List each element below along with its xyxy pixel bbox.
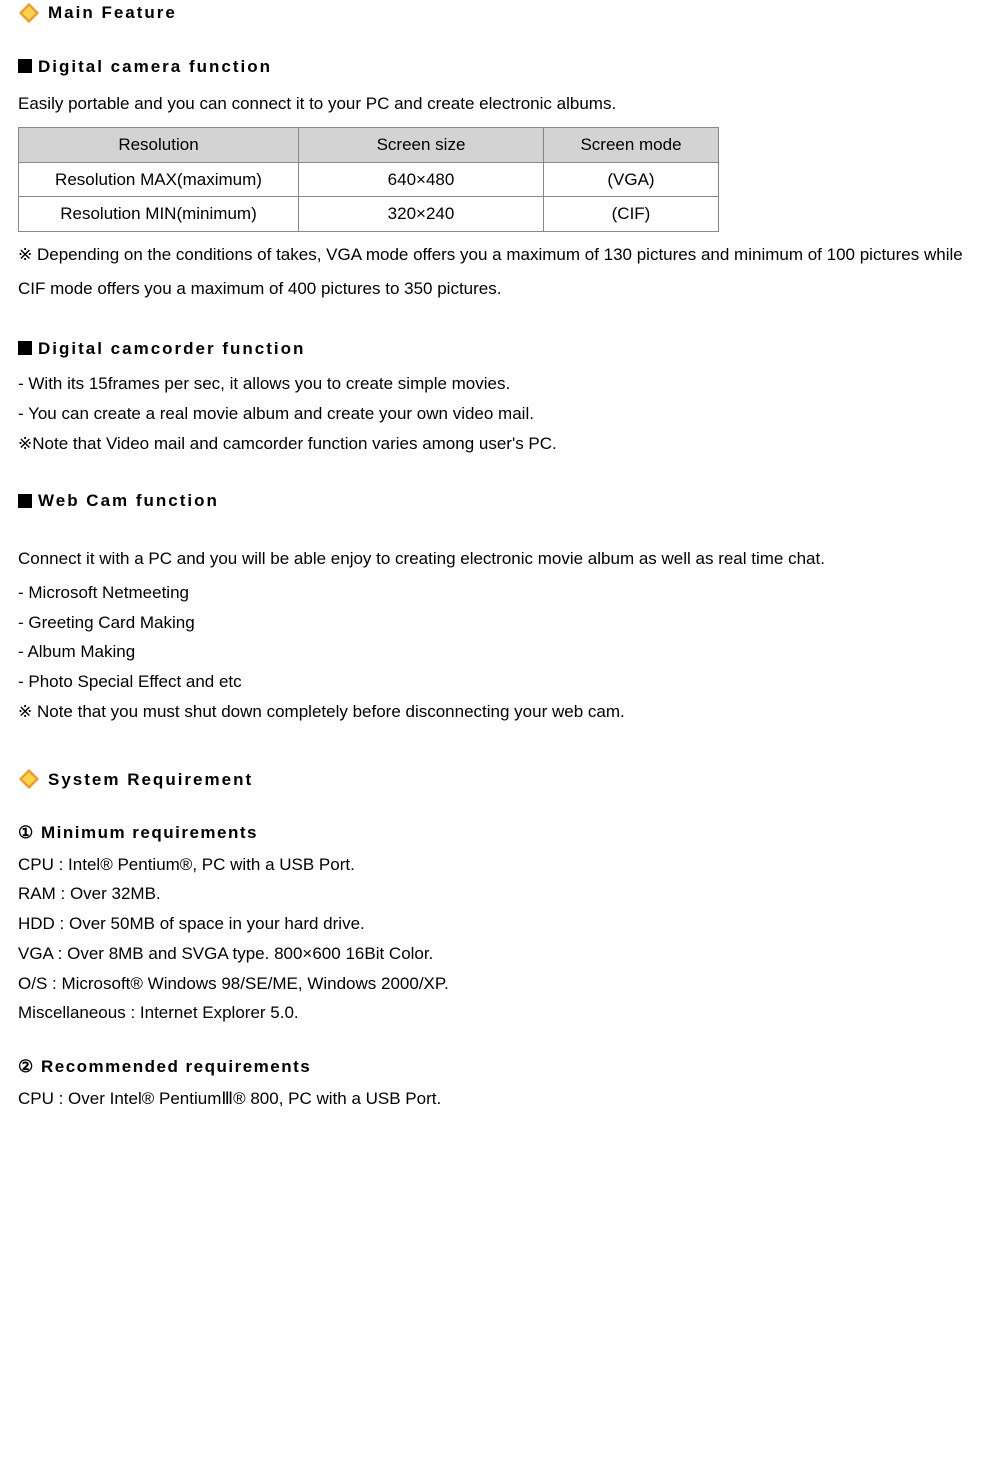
td-size: 640×480	[299, 162, 544, 197]
th-mode: Screen mode	[544, 128, 719, 163]
td-resolution: Resolution MIN(minimum)	[19, 197, 299, 232]
min-hdd: HDD : Over 50MB of space in your hard dr…	[18, 909, 990, 939]
th-size: Screen size	[299, 128, 544, 163]
digital-camera-note: ※ Depending on the conditions of takes, …	[18, 238, 990, 306]
min-vga: VGA : Over 8MB and SVGA type. 800×600 16…	[18, 939, 990, 969]
th-resolution: Resolution	[19, 128, 299, 163]
digital-camera-intro: Easily portable and you can connect it t…	[18, 87, 990, 121]
digital-camera-heading-text: Digital camera function	[38, 57, 272, 76]
min-misc: Miscellaneous : Internet Explorer 5.0.	[18, 998, 990, 1028]
min-cpu: CPU : Intel® Pentium®, PC with a USB Por…	[18, 850, 990, 880]
camcorder-line2: - You can create a real movie album and …	[18, 399, 990, 429]
table-header-row: Resolution Screen size Screen mode	[19, 128, 719, 163]
table-row: Resolution MAX(maximum) 640×480 (VGA)	[19, 162, 719, 197]
diamond-bullet-icon	[18, 2, 40, 24]
webcam-line2: - Greeting Card Making	[18, 608, 990, 638]
webcam-intro: Connect it with a PC and you will be abl…	[18, 542, 990, 576]
digital-camera-heading: Digital camera function	[18, 54, 990, 80]
webcam-heading: Web Cam function	[18, 488, 990, 514]
webcam-heading-text: Web Cam function	[38, 491, 219, 510]
camcorder-line1: - With its 15frames per sec, it allows y…	[18, 369, 990, 399]
td-mode: (VGA)	[544, 162, 719, 197]
min-os: O/S : Microsoft® Windows 98/SE/ME, Windo…	[18, 969, 990, 999]
table-row: Resolution MIN(minimum) 320×240 (CIF)	[19, 197, 719, 232]
webcam-line4: - Photo Special Effect and etc	[18, 667, 990, 697]
webcam-line1: - Microsoft Netmeeting	[18, 578, 990, 608]
min-ram: RAM : Over 32MB.	[18, 879, 990, 909]
camcorder-heading-text: Digital camcorder function	[38, 339, 305, 358]
main-feature-title: Main Feature	[48, 0, 177, 26]
camcorder-note: ※Note that Video mail and camcorder func…	[18, 429, 990, 459]
system-requirement-header: System Requirement	[18, 767, 990, 793]
system-requirement-title: System Requirement	[48, 767, 253, 793]
square-bullet-icon	[18, 494, 32, 508]
rec-cpu: CPU : Over Intel® PentiumⅢ® 800, PC with…	[18, 1084, 990, 1114]
td-resolution: Resolution MAX(maximum)	[19, 162, 299, 197]
webcam-line3: - Album Making	[18, 637, 990, 667]
resolution-table: Resolution Screen size Screen mode Resol…	[18, 127, 719, 232]
td-mode: (CIF)	[544, 197, 719, 232]
square-bullet-icon	[18, 59, 32, 73]
webcam-note: ※ Note that you must shut down completel…	[18, 697, 990, 727]
diamond-bullet-icon	[18, 768, 40, 790]
minimum-req-heading: ① Minimum requirements	[18, 820, 990, 846]
square-bullet-icon	[18, 341, 32, 355]
camcorder-heading: Digital camcorder function	[18, 336, 990, 362]
main-feature-header: Main Feature	[18, 0, 990, 26]
recommended-req-heading: ② Recommended requirements	[18, 1054, 990, 1080]
td-size: 320×240	[299, 197, 544, 232]
